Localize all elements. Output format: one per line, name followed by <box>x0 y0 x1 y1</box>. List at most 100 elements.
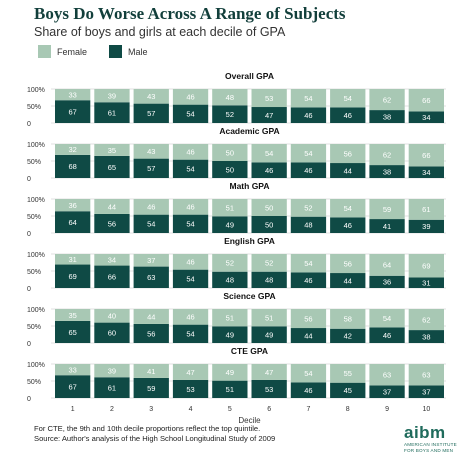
bar-female <box>212 364 248 381</box>
data-label-female: 46 <box>147 203 155 212</box>
data-label-female: 41 <box>147 367 155 376</box>
data-label-female: 50 <box>226 148 234 157</box>
data-label-male: 46 <box>344 221 352 230</box>
data-label-female: 46 <box>186 203 194 212</box>
bar-male <box>290 107 327 123</box>
bar-female <box>408 199 444 220</box>
data-label-male: 41 <box>383 222 391 231</box>
data-label-male: 49 <box>226 220 234 229</box>
data-label-female: 52 <box>226 259 234 268</box>
data-label-female: 32 <box>68 145 76 154</box>
data-label-female: 51 <box>226 313 234 322</box>
legend-label-male: Male <box>128 46 148 57</box>
bar-male <box>330 217 366 233</box>
data-label-female: 46 <box>186 313 194 322</box>
legend-item-female: Female <box>38 45 87 58</box>
panel-title: Science GPA <box>223 291 275 301</box>
data-label-female: 36 <box>68 201 76 210</box>
bar-male <box>369 275 405 288</box>
y-tick-label: 0 <box>27 396 31 403</box>
bar-female <box>94 89 130 103</box>
data-label-male: 69 <box>68 272 76 281</box>
data-label-male: 51 <box>226 385 234 394</box>
bar-male <box>133 103 169 123</box>
footnote-note: For CTE, the 9th and 10th decile proport… <box>34 424 261 433</box>
data-label-male: 50 <box>226 165 234 174</box>
bar-male <box>212 216 248 233</box>
data-label-male: 48 <box>265 276 273 285</box>
y-tick-label: 50% <box>27 104 41 111</box>
legend-swatch-male <box>109 45 123 58</box>
data-label-female: 39 <box>108 91 116 100</box>
bar-female <box>94 364 130 378</box>
data-label-male: 49 <box>226 330 234 339</box>
bar-male <box>212 326 248 343</box>
data-label-male: 48 <box>226 276 234 285</box>
data-label-female: 37 <box>147 256 155 265</box>
data-label-male: 46 <box>304 111 312 120</box>
data-label-male: 34 <box>422 113 430 122</box>
data-label-male: 46 <box>304 276 312 285</box>
logo-tagline-2: FOR BOYS AND MEN <box>404 447 454 453</box>
x-tick-label: 9 <box>385 406 389 413</box>
data-label-male: 54 <box>186 165 194 174</box>
data-label-female: 35 <box>108 146 116 155</box>
data-label-female: 66 <box>422 151 430 160</box>
data-label-male: 38 <box>422 332 430 341</box>
panel-title: Overall GPA <box>225 71 274 81</box>
data-label-female: 66 <box>422 96 430 105</box>
data-label-female: 43 <box>147 92 155 101</box>
data-label-female: 46 <box>186 148 194 157</box>
data-label-female: 55 <box>344 369 352 378</box>
bar-male <box>55 154 91 178</box>
bar-male <box>369 110 405 123</box>
bar-male <box>408 277 444 288</box>
legend-item-male: Male <box>109 45 148 58</box>
data-label-male: 67 <box>68 107 76 116</box>
bar-male <box>290 272 327 288</box>
bar-male <box>172 379 209 398</box>
bar-female <box>133 89 169 104</box>
logo-tagline-1: AMERICAN INSTITUTE <box>404 442 457 447</box>
data-label-male: 37 <box>422 388 430 397</box>
data-label-female: 40 <box>108 312 116 321</box>
bar-female <box>251 254 287 272</box>
bar-male <box>330 163 366 178</box>
data-label-male: 53 <box>186 385 194 394</box>
bar-male <box>133 158 169 178</box>
panel-title: CTE GPA <box>231 346 268 356</box>
bar-female <box>330 199 366 218</box>
legend: Female Male <box>38 45 170 58</box>
bar-female <box>94 199 130 214</box>
bar-female <box>172 309 209 325</box>
bar-female <box>133 254 169 267</box>
bar-female <box>290 199 327 217</box>
bar-female <box>212 309 248 327</box>
data-label-female: 33 <box>68 90 76 99</box>
bar-female <box>133 199 169 215</box>
bar-male <box>251 379 287 398</box>
data-label-female: 54 <box>304 149 312 158</box>
bar-male <box>251 326 287 343</box>
data-label-male: 36 <box>383 278 391 287</box>
bar-male <box>251 107 287 123</box>
footnote-source: Source: Author's analysis of the High Sc… <box>34 434 276 443</box>
bar-male <box>330 107 366 123</box>
data-label-male: 56 <box>147 329 155 338</box>
bar-female <box>369 364 405 386</box>
bar-female <box>330 89 366 108</box>
bar-male <box>55 211 91 233</box>
data-label-female: 63 <box>422 371 430 380</box>
bar-female <box>212 89 248 106</box>
data-label-female: 49 <box>226 368 234 377</box>
data-label-male: 50 <box>265 220 273 229</box>
bar-male <box>133 214 169 233</box>
bar-female <box>330 144 366 164</box>
bar-male <box>55 100 91 123</box>
bar-female <box>212 254 248 272</box>
data-label-male: 68 <box>68 162 76 171</box>
bar-female <box>251 309 287 327</box>
logo-wordmark: aibm <box>404 423 446 442</box>
y-tick-label: 50% <box>27 214 41 221</box>
bar-female <box>94 144 130 156</box>
